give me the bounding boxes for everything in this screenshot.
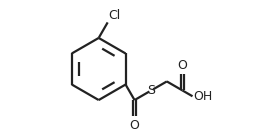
Text: OH: OH	[193, 90, 213, 103]
Text: O: O	[177, 59, 187, 72]
Text: O: O	[130, 119, 139, 132]
Text: Cl: Cl	[108, 9, 121, 22]
Text: S: S	[147, 84, 155, 97]
